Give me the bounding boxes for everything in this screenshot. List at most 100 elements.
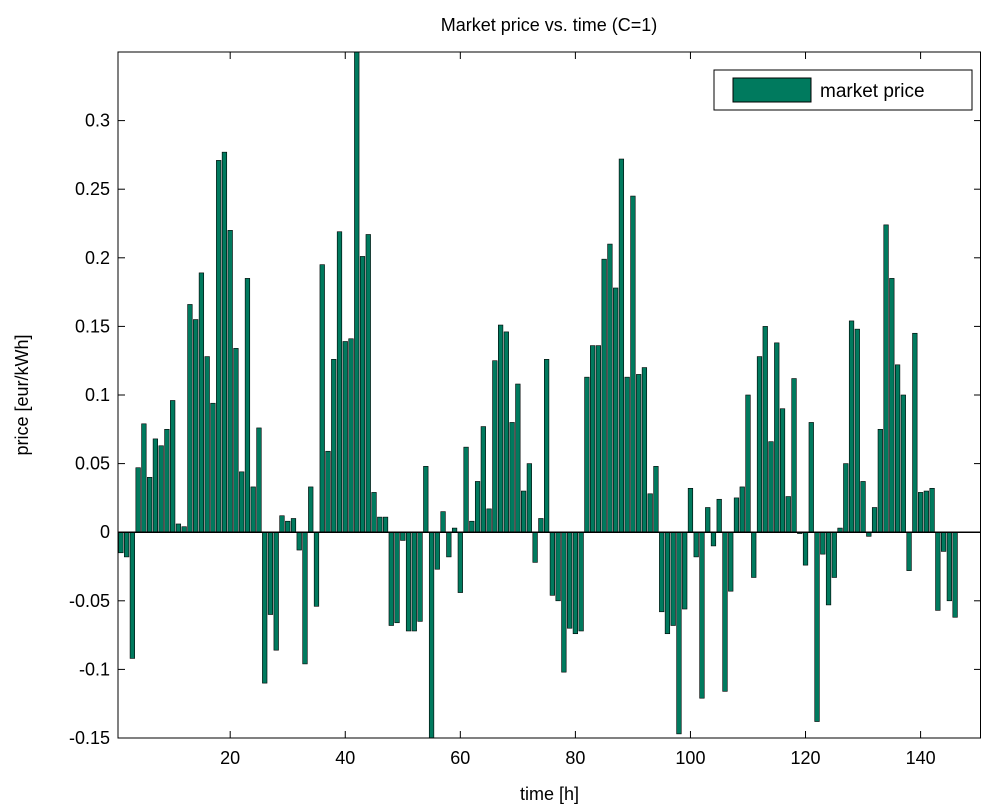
bar (440, 511, 446, 533)
bar (848, 320, 855, 533)
bar (871, 507, 878, 533)
y-tick-label: -0.1 (79, 659, 110, 679)
y-axis-ticks: -0.15 -0.1 -0.05 0 0.05 0.1 0.15 0.2 0.25 0.3 (69, 111, 981, 748)
bar (567, 531, 573, 629)
bar (733, 497, 740, 533)
bar (860, 481, 866, 533)
bar (900, 394, 906, 533)
bar (296, 531, 302, 551)
bar (302, 531, 308, 665)
bar (532, 531, 538, 563)
bar (751, 531, 757, 578)
chart-title: Market price vs. time (C=1) (441, 15, 658, 35)
bar (779, 408, 786, 533)
y-tick-label: -0.15 (69, 728, 110, 748)
bar (250, 486, 256, 533)
bar (509, 422, 515, 533)
bar (342, 341, 348, 533)
bar (578, 531, 584, 632)
bar (923, 490, 929, 533)
x-tick-label: 140 (906, 748, 936, 768)
bar (147, 477, 153, 533)
bar (572, 531, 578, 635)
bar (687, 487, 694, 533)
bar (716, 498, 722, 533)
y-tick-label: 0.2 (85, 248, 110, 268)
bar (745, 394, 751, 533)
bar (411, 531, 417, 632)
bar (699, 531, 705, 699)
x-tick-label: 120 (790, 748, 820, 768)
bar (906, 531, 912, 571)
bar (670, 531, 676, 626)
bar (584, 376, 590, 533)
bar (170, 400, 176, 533)
bar (382, 516, 389, 533)
bar (428, 531, 435, 739)
bar (135, 467, 141, 533)
bar (480, 426, 486, 533)
bar (210, 402, 216, 533)
bar (814, 531, 820, 722)
bar (354, 51, 360, 533)
bar (503, 331, 509, 533)
bar (912, 332, 918, 533)
bar (129, 531, 135, 659)
y-tick-label: 0.15 (75, 316, 110, 336)
bar (164, 428, 170, 533)
bar (618, 158, 625, 533)
bar (601, 258, 607, 533)
bar (359, 256, 366, 533)
bar (653, 466, 659, 533)
legend-swatch (732, 77, 812, 103)
bar (820, 531, 826, 555)
bar (267, 531, 274, 615)
bar (204, 356, 210, 533)
y-tick-label: 0.05 (75, 454, 110, 474)
bar (555, 531, 561, 602)
bar (595, 345, 601, 533)
bar (693, 531, 699, 558)
y-tick-label: 0.25 (75, 179, 110, 199)
bar (929, 487, 935, 533)
bar (590, 345, 596, 533)
bar (802, 531, 809, 566)
bar (722, 531, 728, 692)
bar (187, 304, 193, 533)
bar (193, 319, 199, 533)
bar (894, 364, 901, 533)
bar (239, 471, 245, 533)
bar (676, 531, 682, 735)
bar (365, 234, 371, 533)
bar (492, 360, 498, 533)
bar (446, 531, 452, 558)
bars-group (118, 51, 958, 739)
bar (613, 287, 619, 533)
bar (624, 376, 630, 533)
bar (940, 531, 947, 552)
bar (682, 531, 688, 610)
bar (394, 531, 400, 624)
bar (400, 531, 406, 541)
bar (198, 272, 205, 533)
bar (221, 151, 228, 533)
bar (710, 531, 717, 547)
x-tick-label: 60 (450, 748, 470, 768)
bar (831, 531, 837, 578)
bar (308, 486, 314, 533)
bar (273, 531, 279, 651)
y-tick-label: -0.05 (69, 591, 110, 611)
legend: market price (713, 69, 973, 111)
bar (889, 278, 895, 533)
bar (917, 492, 924, 533)
bar (371, 492, 377, 533)
x-axis-ticks: 20 40 60 80 100 120 140 (220, 52, 936, 768)
bar (952, 531, 958, 618)
bar (641, 367, 648, 533)
bar (486, 508, 492, 533)
bar (336, 231, 343, 533)
bar (946, 531, 952, 602)
bar (843, 463, 849, 533)
bar (285, 520, 291, 533)
bar (434, 531, 440, 570)
